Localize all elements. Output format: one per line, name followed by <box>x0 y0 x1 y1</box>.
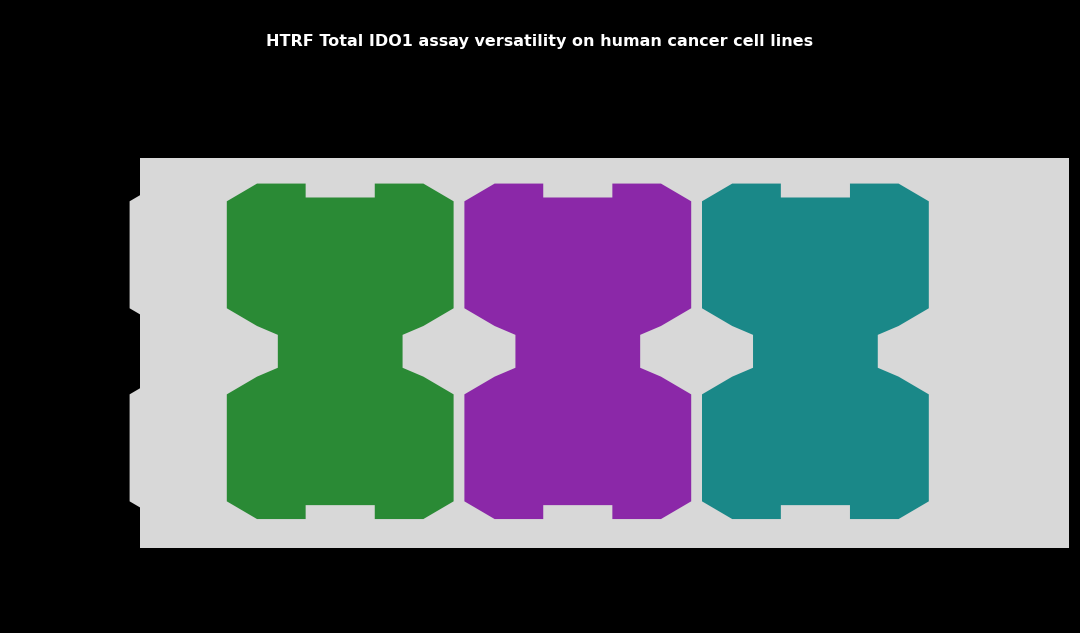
Text: HTRF Total IDO1 assay versatility on human cancer cell lines: HTRF Total IDO1 assay versatility on hum… <box>267 34 813 49</box>
Polygon shape <box>702 184 929 519</box>
Polygon shape <box>464 184 691 519</box>
Bar <box>140 158 1069 548</box>
Polygon shape <box>227 184 454 519</box>
Polygon shape <box>130 184 1026 519</box>
